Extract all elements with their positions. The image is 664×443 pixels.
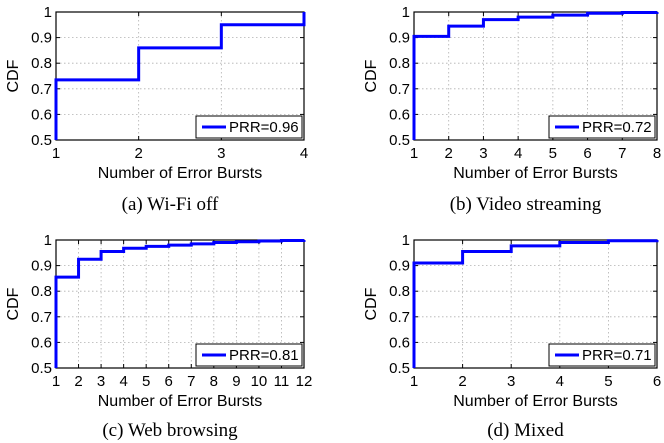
y-tick-label: 0.9: [31, 30, 52, 47]
y-tick-label: 0.8: [389, 55, 410, 72]
x-tick-label: 4: [119, 373, 127, 390]
x-tick-label: 10: [251, 373, 268, 390]
panel-caption: (b) Video streaming: [450, 194, 602, 215]
x-tick-label: 12: [296, 373, 313, 390]
x-tick-label: 7: [618, 145, 626, 162]
legend-label: PRR=0.96: [229, 119, 299, 136]
x-tick-label: 6: [583, 145, 591, 162]
x-tick-label: 8: [210, 373, 218, 390]
x-tick-label: 4: [514, 145, 522, 162]
x-tick-label: 3: [217, 145, 225, 162]
legend-box: [548, 343, 656, 367]
plot-frame: [55, 11, 305, 141]
x-tick-label: 6: [653, 373, 661, 390]
x-tick-label: 1: [410, 373, 418, 390]
y-tick-label: 0.5: [31, 132, 52, 149]
y-tick-label: 1: [44, 4, 52, 21]
cdf-line-series: [54, 239, 306, 368]
x-tick-label: 1: [410, 145, 418, 162]
cdf-line-series: [412, 239, 659, 368]
x-tick-label: 2: [445, 145, 453, 162]
y-axis-label: CDF: [363, 59, 380, 92]
x-axis-label: Number of Error Bursts: [98, 393, 262, 410]
x-tick-label: 9: [232, 373, 240, 390]
y-tick-label: 1: [402, 232, 410, 249]
x-axis-label: Number of Error Bursts: [453, 393, 617, 410]
x-tick-label: 2: [74, 373, 82, 390]
panel-caption: (d) Mixed: [487, 420, 564, 441]
x-tick-label: 1: [52, 145, 60, 162]
x-tick-label: 7: [187, 373, 195, 390]
legend-label: PRR=0.81: [229, 347, 299, 364]
cdf-line-series: [412, 11, 659, 140]
legend-label: PRR=0.72: [582, 119, 652, 136]
x-tick-label: 2: [458, 373, 466, 390]
panel-caption: (c) Web browsing: [102, 420, 238, 441]
y-tick-label: 0.6: [389, 334, 410, 351]
y-tick-label: 0.7: [389, 81, 410, 98]
y-tick-label: 0.5: [389, 360, 410, 377]
panel-caption: (a) Wi-Fi off: [122, 194, 219, 215]
y-tick-label: 1: [402, 4, 410, 21]
y-tick-label: 0.8: [31, 283, 52, 300]
legend-box: [195, 343, 303, 367]
x-tick-label: 4: [556, 373, 564, 390]
chart-panel-3: 1 2 3 4 5 6 7 8 9 10 11 120.50.60.70.80.91PRR=0.81N…: [5, 232, 312, 441]
x-tick-label: 1: [52, 373, 60, 390]
legend-box: [548, 115, 656, 139]
x-tick-label: 3: [97, 373, 105, 390]
x-tick-label: 8: [653, 145, 661, 162]
chart-panel-1: 1 2 3 4 0.5 0.6 0.7 0.8 0.9 1 PRR=0.96 Number of Er…: [5, 4, 308, 215]
x-axis-label: Number of Error Bursts: [98, 165, 262, 182]
y-tick-label: 0.7: [31, 309, 52, 326]
y-tick-label: 0.6: [31, 334, 52, 351]
y-axis-label: CDF: [5, 287, 22, 320]
x-tick-label: 3: [507, 373, 515, 390]
x-tick-label: 5: [604, 373, 612, 390]
x-tick-label: 11: [274, 373, 290, 390]
y-tick-label: 1: [44, 232, 52, 249]
y-tick-label: 0.5: [31, 360, 52, 377]
x-tick-label: 6: [165, 373, 173, 390]
y-tick-label: 0.6: [389, 106, 410, 123]
y-tick-label: 0.7: [389, 309, 410, 326]
chart-panel-2: 1 2 3 4 5 6 7 8 0.5 0.6 0.7 0.8 0.9 1 PRR=0.72 Number o…: [363, 4, 661, 215]
y-axis-label: CDF: [5, 59, 22, 92]
cdf-line-series: [54, 12, 306, 140]
x-tick-label: 5: [549, 145, 557, 162]
y-tick-label: 0.9: [31, 258, 52, 275]
x-tick-label: 4: [300, 145, 308, 162]
y-tick-label: 0.7: [31, 81, 52, 98]
y-tick-label: 0.6: [31, 106, 52, 123]
legend-label: PRR=0.71: [582, 347, 652, 364]
y-tick-label: 0.5: [389, 132, 410, 149]
x-tick-label: 5: [142, 373, 150, 390]
x-tick-label: 2: [134, 145, 142, 162]
legend-box: [195, 115, 303, 139]
chart-panel-4: 1 2 3 4 5 6 0.5 0.6 0.7 0.8 0.9 1 PRR=0.71 Number of …: [363, 232, 661, 441]
x-tick-label: 3: [479, 145, 487, 162]
y-tick-label: 0.9: [389, 258, 410, 275]
y-axis-label: CDF: [363, 287, 380, 320]
x-axis-label: Number of Error Bursts: [453, 165, 617, 182]
y-tick-label: 0.9: [389, 30, 410, 47]
y-tick-label: 0.8: [31, 55, 52, 72]
y-tick-label: 0.8: [389, 283, 410, 300]
